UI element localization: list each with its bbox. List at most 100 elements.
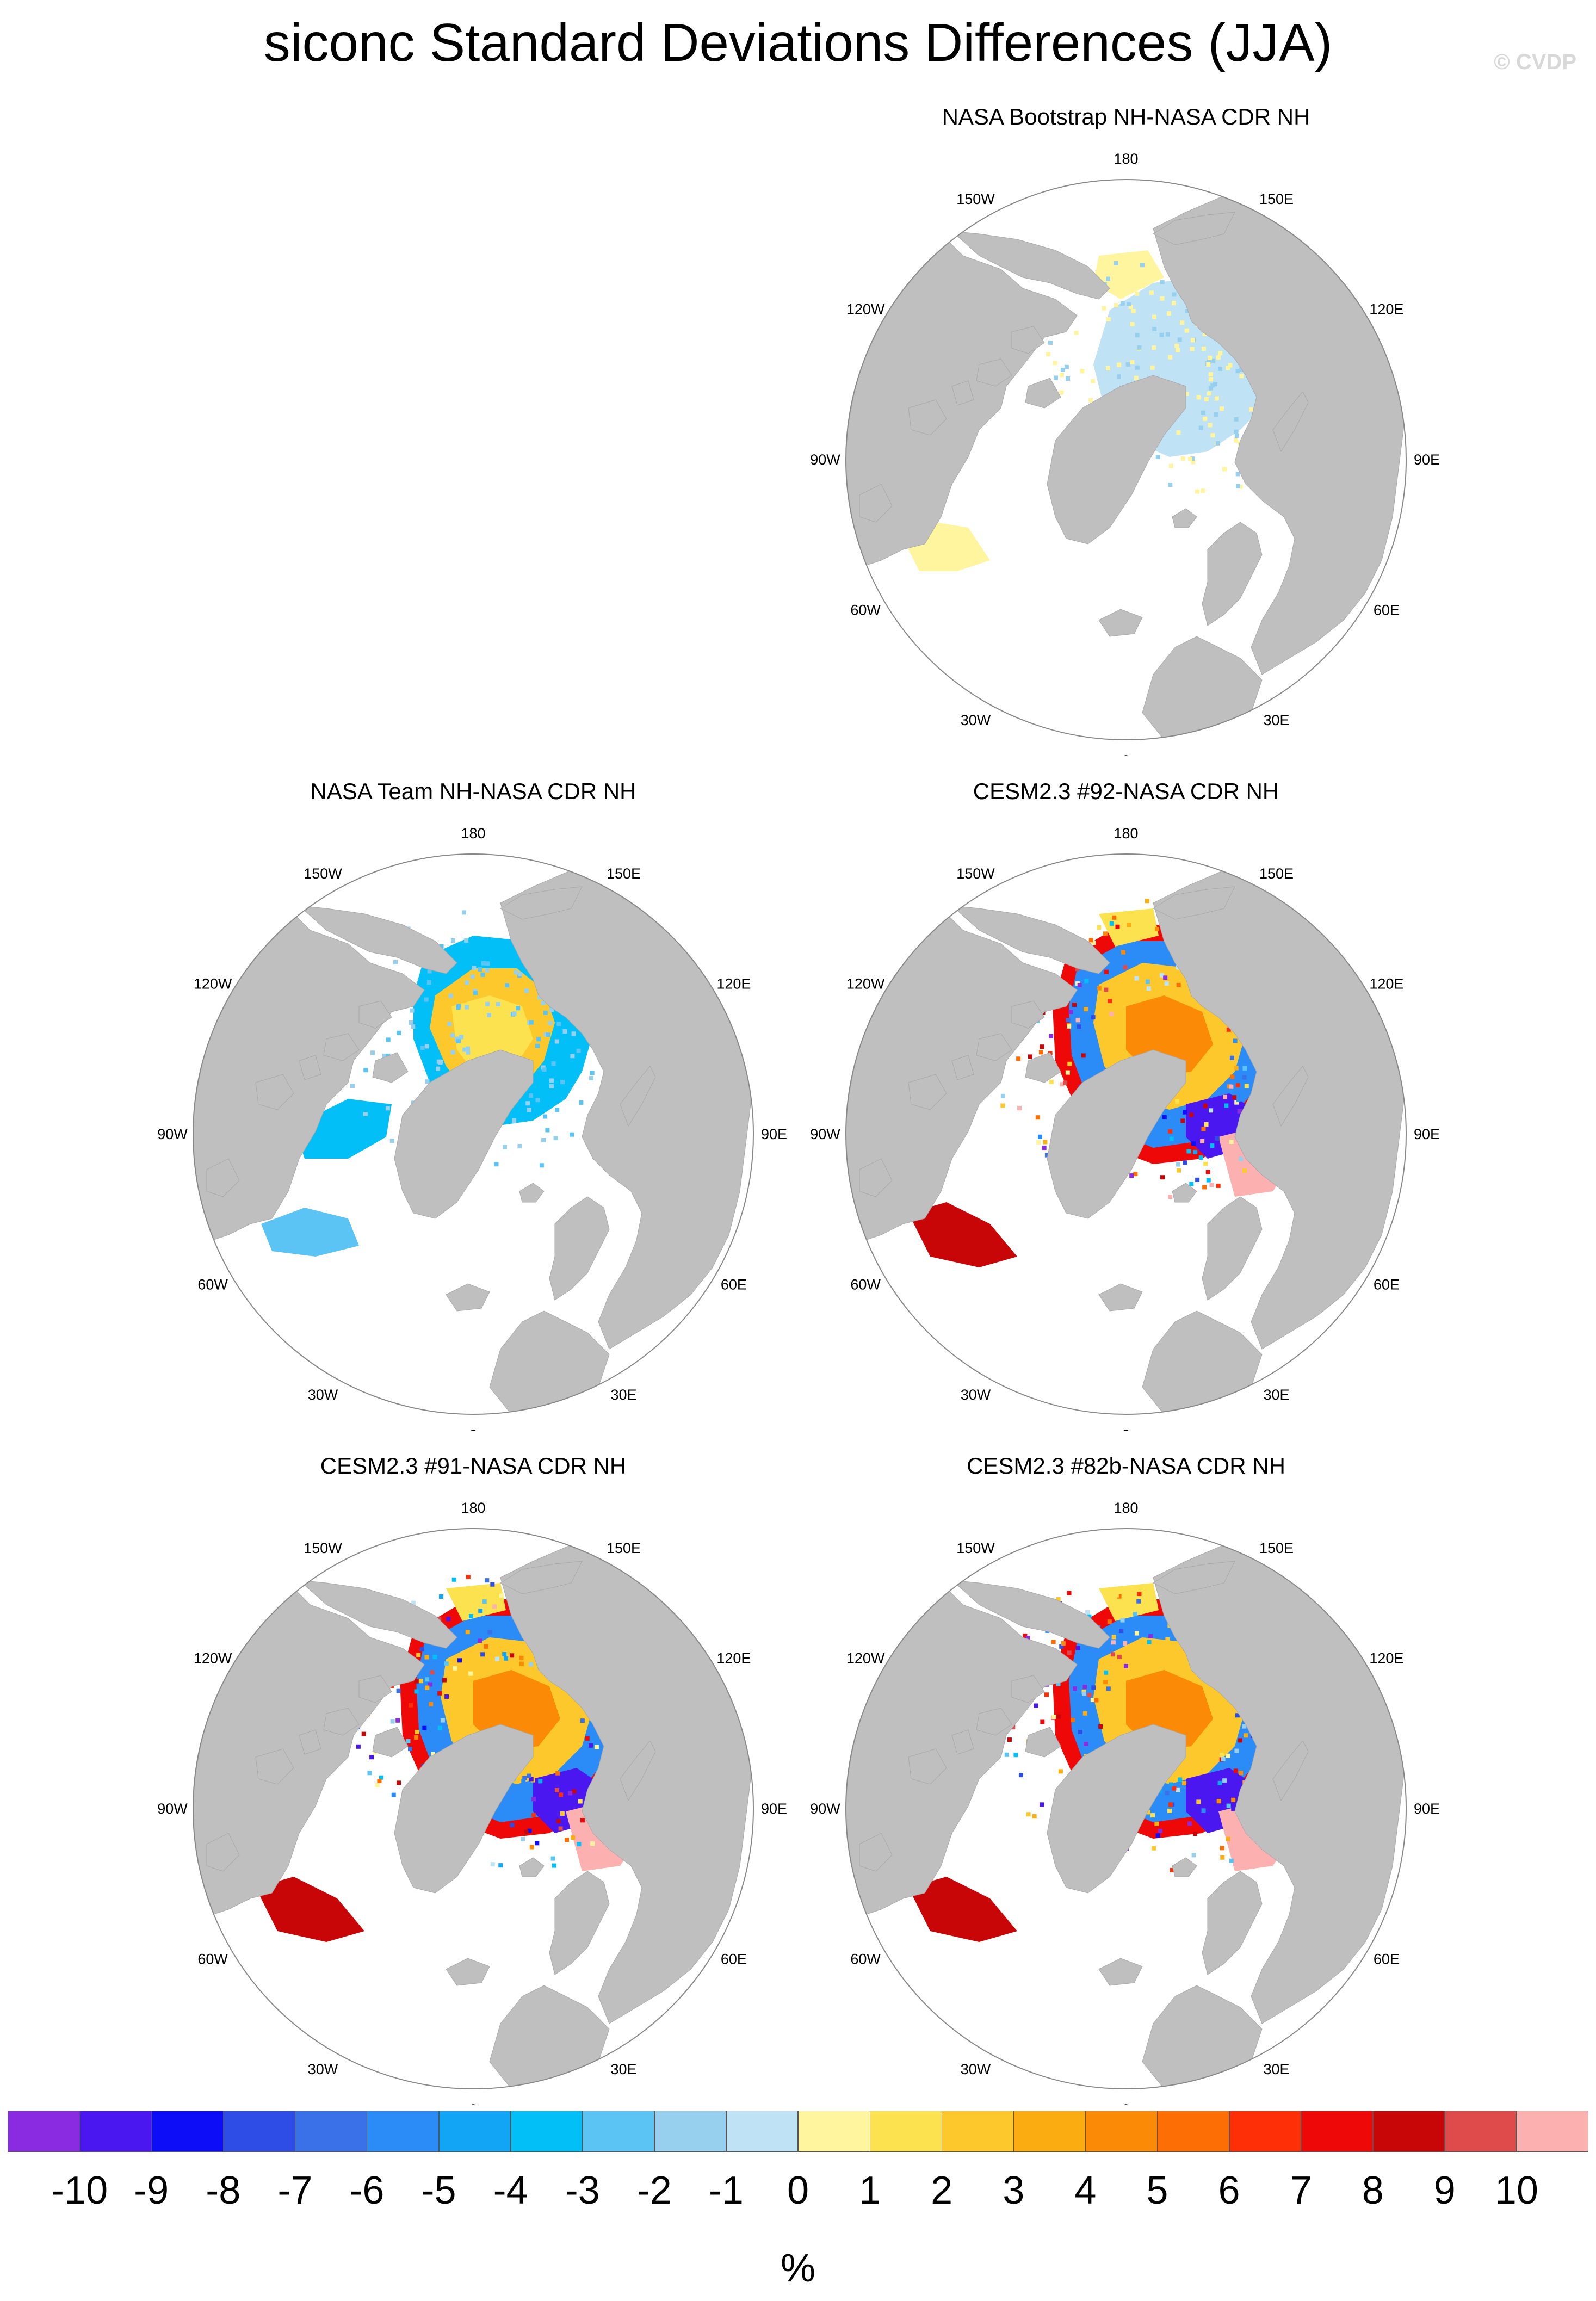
longitude-label: 150E bbox=[1259, 191, 1294, 207]
grid-cell bbox=[439, 944, 444, 949]
grid-cell bbox=[1058, 1769, 1063, 1774]
grid-cell bbox=[541, 1000, 546, 1005]
grid-cell bbox=[546, 1032, 550, 1037]
grid-cell bbox=[447, 1022, 452, 1026]
grid-cell bbox=[1106, 317, 1111, 321]
longitude-label: 0 bbox=[469, 1427, 477, 1431]
landmass bbox=[1025, 1727, 1061, 1758]
grid-cell bbox=[1140, 263, 1145, 268]
grid-cell bbox=[1016, 1056, 1021, 1061]
grid-cell bbox=[1053, 361, 1057, 366]
grid-cell bbox=[429, 1702, 434, 1706]
grid-cell bbox=[1075, 967, 1080, 972]
grid-cell bbox=[1238, 484, 1243, 489]
landmass bbox=[206, 1833, 240, 1872]
grid-cell bbox=[1215, 441, 1220, 446]
longitude-label: 60E bbox=[721, 1277, 747, 1293]
grid-cell bbox=[1235, 369, 1240, 374]
grid-cell bbox=[1115, 924, 1120, 929]
grid-cell bbox=[519, 1661, 524, 1666]
grid-cell bbox=[562, 1029, 567, 1034]
longitude-label: 150E bbox=[1259, 1540, 1294, 1556]
grid-cell bbox=[1190, 456, 1195, 461]
grid-cell bbox=[589, 1075, 594, 1080]
grid-cell bbox=[1169, 463, 1174, 468]
grid-cell bbox=[1235, 484, 1240, 488]
grid-cell bbox=[524, 1829, 529, 1834]
grid-cell bbox=[1206, 1178, 1211, 1183]
grid-cell bbox=[1234, 434, 1239, 438]
grid-cell bbox=[589, 1743, 593, 1748]
grid-cell bbox=[414, 1679, 419, 1684]
grid-cell bbox=[1013, 1753, 1018, 1758]
grid-cell bbox=[1059, 373, 1064, 378]
grid-cell bbox=[1042, 1145, 1047, 1150]
grid-cell bbox=[564, 1838, 569, 1842]
grid-cell bbox=[1067, 1650, 1072, 1655]
grid-cell bbox=[410, 1008, 415, 1013]
longitude-label: 0 bbox=[1122, 1427, 1130, 1431]
panel-title: CESM2.3 #92-NASA CDR NH bbox=[973, 778, 1279, 804]
grid-cell bbox=[1155, 926, 1160, 931]
grid-cell bbox=[1023, 1633, 1028, 1638]
grid-cell bbox=[1172, 1786, 1177, 1791]
grid-cell bbox=[1146, 986, 1151, 991]
grid-cell bbox=[1129, 1173, 1134, 1178]
grid-cell bbox=[1067, 1591, 1072, 1595]
grid-cell bbox=[393, 960, 398, 965]
grid-cell bbox=[1165, 332, 1170, 337]
grid-cell bbox=[1074, 330, 1079, 335]
grid-cell bbox=[485, 1001, 490, 1006]
grid-cell bbox=[551, 1061, 556, 1066]
landmass bbox=[358, 1675, 392, 1703]
ice-region bbox=[908, 1202, 1017, 1267]
landmass bbox=[1152, 212, 1235, 245]
grid-cell bbox=[1114, 303, 1118, 308]
grid-cell bbox=[1147, 1640, 1152, 1644]
grid-cell bbox=[1234, 1100, 1239, 1105]
grid-cell bbox=[543, 1010, 548, 1015]
grid-cell bbox=[1196, 1799, 1201, 1804]
landmass bbox=[908, 1074, 947, 1110]
landmass bbox=[1047, 1724, 1186, 1894]
grid-cell bbox=[1112, 915, 1117, 920]
grid-cell bbox=[485, 961, 490, 966]
colorbar-box bbox=[8, 2111, 80, 2152]
longitude-label: 30E bbox=[610, 2061, 636, 2077]
longitude-label: 150W bbox=[304, 1540, 342, 1556]
grid-cell bbox=[1084, 979, 1089, 984]
grid-cell bbox=[406, 1739, 411, 1743]
grid-cell bbox=[425, 1685, 430, 1690]
grid-cell bbox=[1158, 1828, 1163, 1833]
grid-cell bbox=[459, 1596, 463, 1601]
grid-cell bbox=[1056, 1597, 1061, 1602]
grid-cell bbox=[1234, 1748, 1239, 1753]
grid-cell bbox=[464, 938, 469, 943]
landmass bbox=[1047, 1049, 1186, 1219]
grid-cell bbox=[370, 1050, 375, 1055]
grid-cell bbox=[1135, 291, 1140, 296]
grid-cell bbox=[1198, 1155, 1203, 1160]
grid-cell bbox=[1223, 1094, 1228, 1099]
grid-cell bbox=[1070, 1717, 1075, 1722]
grid-cell bbox=[594, 1745, 599, 1749]
grid-cell bbox=[1134, 1631, 1139, 1636]
longitude-label: 90W bbox=[810, 451, 840, 468]
grid-cell bbox=[431, 1752, 436, 1756]
colorbar-box bbox=[1372, 2111, 1445, 2152]
grid-cell bbox=[518, 972, 523, 976]
grid-cell bbox=[473, 991, 478, 995]
longitude-label: 180 bbox=[1114, 825, 1138, 842]
grid-cell bbox=[512, 1011, 517, 1016]
grid-cell bbox=[1140, 283, 1145, 288]
grid-cell bbox=[1239, 367, 1244, 372]
grid-cell bbox=[1158, 1789, 1163, 1794]
landmass bbox=[372, 1052, 409, 1083]
grid-cell bbox=[1239, 1156, 1244, 1161]
grid-cell bbox=[549, 1007, 554, 1012]
grid-cell bbox=[1068, 1010, 1073, 1015]
grid-cell bbox=[1242, 1075, 1247, 1080]
ice-region bbox=[908, 1877, 1017, 1942]
landmass bbox=[549, 1871, 610, 1975]
grid-cell bbox=[1204, 1122, 1209, 1127]
